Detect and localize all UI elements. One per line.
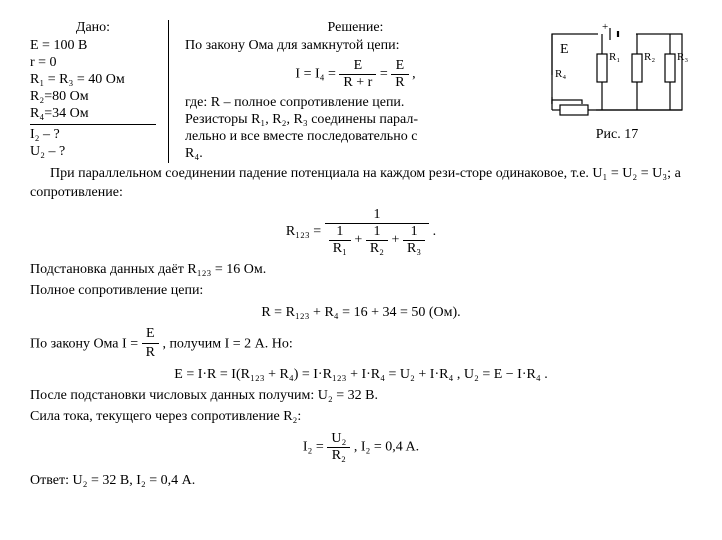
fraction: 1 1R₁ + 1R₂ + 1R₃ bbox=[325, 207, 429, 257]
eq-text: R₁₂₃ = bbox=[286, 224, 321, 239]
eq-text: , I₂ = 0,4 A. bbox=[354, 440, 419, 455]
ohm-tail: , получим I = 2 А. Но: bbox=[162, 336, 292, 351]
r123-equation: R₁₂₃ = 1 1R₁ + 1R₂ + 1R₃ . bbox=[30, 207, 692, 257]
denominator: R₂ bbox=[327, 448, 350, 464]
numerator: U₂ bbox=[327, 431, 350, 448]
numerator: E bbox=[391, 58, 408, 75]
e-label: E bbox=[560, 42, 569, 57]
given-column: Дано: E = 100 В r = 0 R₁ = R₃ = 40 Ом R₂… bbox=[30, 20, 160, 161]
given-line: R₁ = R₃ = 40 Ом bbox=[30, 72, 156, 88]
solution-intro: По закону Ома для замкнутой цепи: bbox=[185, 38, 526, 54]
subst-r123: Подстановка данных даёт R₁₂₃ = 16 Ом. bbox=[30, 261, 692, 280]
denominator: 1R₁ + 1R₂ + 1R₃ bbox=[325, 224, 429, 257]
where-text: где: R – полное сопротивление цепи. bbox=[185, 95, 526, 111]
circuit-diagram: + E R₁ R₂ R₃ bbox=[542, 20, 692, 125]
given-line: R₂=80 Ом bbox=[30, 89, 156, 105]
circuit-caption: Рис. 17 bbox=[542, 127, 692, 143]
potential-para: При параллельном соединении падение поте… bbox=[30, 165, 692, 203]
answer: Ответ: U₂ = 32 В, I₂ = 0,4 А. bbox=[30, 472, 692, 491]
equation-ohm: I = I₄ = E R + r = E R , bbox=[185, 58, 526, 91]
top-section: Дано: E = 100 В r = 0 R₁ = R₃ = 40 Ом R₂… bbox=[30, 20, 692, 163]
i2-equation: I₂ = U₂ R₂ , I₂ = 0,4 A. bbox=[30, 431, 692, 464]
vertical-divider bbox=[168, 20, 169, 163]
after-subst: После подстановки числовых данных получи… bbox=[30, 387, 692, 406]
eq-text: I₂ = bbox=[303, 440, 324, 455]
r4-label: R₄ bbox=[555, 68, 566, 80]
r3-label: R₃ bbox=[677, 51, 688, 63]
solution-title: Решение: bbox=[185, 20, 526, 36]
circuit-svg: + E R₁ R₂ R₃ bbox=[542, 20, 692, 120]
unknown-line: U₂ – ? bbox=[30, 144, 156, 160]
parallel-text: R₄. bbox=[185, 146, 526, 162]
r2-label: R₂ bbox=[644, 51, 655, 63]
parallel-text: лельно и все вместе последовательно с bbox=[185, 129, 526, 145]
numerator: E bbox=[339, 58, 376, 75]
plus-label: + bbox=[602, 21, 608, 33]
parallel-text: Резисторы R₁, R₂, R₃ соединены парал- bbox=[185, 112, 526, 128]
denominator: R + r bbox=[339, 75, 376, 91]
fraction: E R + r bbox=[339, 58, 376, 91]
given-line: R₄=34 Ом bbox=[30, 106, 156, 122]
solution-column: Решение: По закону Ома для замкнутой цеп… bbox=[177, 20, 534, 163]
r1-label: R₁ bbox=[609, 51, 620, 63]
denominator: R bbox=[142, 344, 159, 363]
unknown-line: I₂ – ? bbox=[30, 127, 156, 143]
denominator: R bbox=[391, 75, 408, 91]
fraction: E R bbox=[142, 325, 159, 364]
current-r2: Сила тока, текущего через сопротивление … bbox=[30, 408, 692, 427]
long-equation: E = I·R = I(R₁₂₃ + R₄) = I·R₁₂₃ + I·R₄ =… bbox=[30, 367, 692, 383]
ohm-line: По закону Ома I = E R , получим I = 2 А.… bbox=[30, 325, 692, 364]
ohm-text: По закону Ома I = bbox=[30, 336, 138, 351]
circuit-column: + E R₁ R₂ R₃ bbox=[542, 20, 692, 143]
given-line: r = 0 bbox=[30, 55, 156, 71]
full-r-label: Полное сопротивление цепи: bbox=[30, 282, 692, 301]
divider bbox=[30, 124, 156, 125]
eq-text: . bbox=[433, 224, 437, 239]
eq-text: = bbox=[380, 67, 388, 82]
eq-text: I = I₄ = bbox=[295, 67, 336, 82]
numerator: E bbox=[142, 325, 159, 345]
fraction: E R bbox=[391, 58, 408, 91]
given-line: E = 100 В bbox=[30, 38, 156, 54]
eq-text: , bbox=[412, 67, 416, 82]
numerator: 1 bbox=[325, 207, 429, 224]
full-r-eq: R = R₁₂₃ + R₄ = 16 + 34 = 50 (Ом). bbox=[30, 305, 692, 321]
given-title: Дано: bbox=[30, 20, 156, 36]
fraction: U₂ R₂ bbox=[327, 431, 350, 464]
